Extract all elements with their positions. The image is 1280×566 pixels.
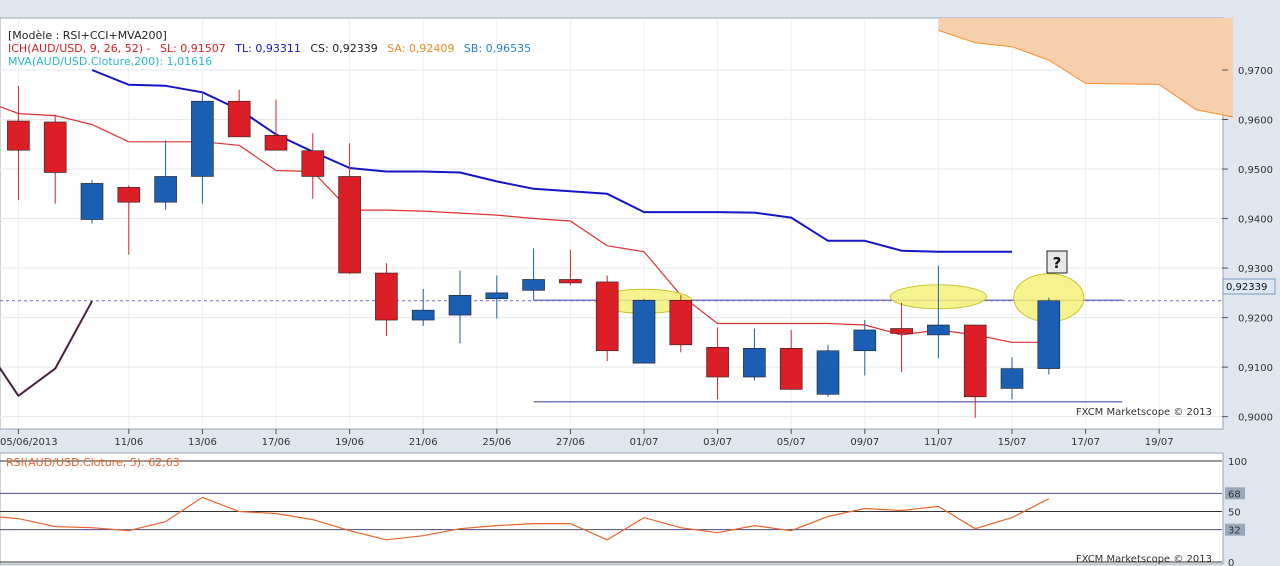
date-tick-label: 19/07: [1145, 437, 1174, 448]
ich-tl: TL: 0,93311: [234, 42, 301, 55]
rsi-tick-label: 32: [1228, 526, 1241, 537]
ich-sl: SL: 0,91507: [160, 42, 226, 55]
candle-body: [927, 324, 950, 336]
ich-sb: SB: 0,96535: [464, 42, 531, 55]
ich-cs: CS: 0,92339: [310, 42, 377, 55]
date-tick-label: 03/07: [703, 437, 732, 448]
rsi-tick-label: 100: [1228, 457, 1247, 468]
mva-info: MVA(AUD/USD.Cloture,200): 1,01616: [8, 55, 212, 68]
candle-body: [816, 350, 840, 395]
candle-body: [80, 183, 104, 220]
ich-sa: SA: 0,92409: [387, 42, 454, 55]
rsi-tick-label: 50: [1228, 508, 1241, 519]
candle-body: [669, 299, 693, 346]
candle-body: [706, 346, 729, 378]
candle-body: [154, 176, 177, 203]
date-tick-label: 17/07: [1071, 437, 1100, 448]
candle-body: [227, 100, 251, 138]
rsi-tick-label: 68: [1228, 489, 1241, 500]
current-price-label: 0,92339: [1226, 282, 1267, 293]
rsi-plot: 100 68 50 32 0: [0, 457, 1247, 566]
candle-body: [375, 272, 398, 321]
candle-body: [191, 100, 214, 177]
date-axis: 05/06/2013 11/06 13/06 17/06 19/06 21/06 25/06…: [0, 429, 1174, 448]
candle-body: [485, 292, 509, 300]
date-tick-label: 17/06: [262, 437, 291, 448]
candle-body: [448, 295, 472, 316]
candle-body: [743, 347, 766, 378]
rsi-tick-label: 0: [1228, 558, 1234, 566]
price-tick-label: 0,9100: [1238, 363, 1273, 374]
mva200-line: [0, 300, 93, 397]
rsi-panel[interactable]: [0, 452, 1224, 565]
price-tick-label: 0,9500: [1238, 165, 1273, 176]
date-tick-label: 11/07: [924, 437, 953, 448]
candle-body: [1000, 368, 1024, 389]
ichimoku-cloud: [938, 18, 1233, 118]
candle-body: [411, 309, 435, 321]
rsi-line: [0, 496, 1050, 541]
price-panel[interactable]: [0, 17, 1224, 430]
price-tick-label: 0,9200: [1238, 314, 1273, 325]
date-tick-label: 27/06: [556, 437, 585, 448]
candle-body: [117, 187, 141, 203]
candles[interactable]: [7, 85, 1061, 418]
kijun-sen-line: [0, 106, 1049, 343]
rsi-level-tag: [1225, 487, 1245, 500]
date-tick-label: 09/07: [850, 437, 879, 448]
price-axis: 0,9000 0,9100 0,9200 0,9300 0,9400 0,9500 0,96…: [1222, 66, 1273, 424]
rsi-panel-credit: FXCM Marketscope © 2013: [1076, 554, 1212, 565]
question-marker[interactable]: [1046, 250, 1068, 274]
price-tick-label: 0,9700: [1238, 66, 1273, 77]
price-tick-label: 0,9300: [1238, 264, 1273, 275]
date-tick-label: 21/06: [409, 437, 438, 448]
date-tick-label: 15/07: [998, 437, 1027, 448]
ich-label: ICH(AUD/USD, 9, 26, 52) -: [8, 42, 151, 55]
candle-body: [963, 324, 987, 398]
price-tick-label: 0,9000: [1238, 413, 1273, 424]
price-panel-credit: FXCM Marketscope © 2013: [1076, 407, 1212, 418]
candle-body: [301, 150, 325, 177]
rsi-header: RSI(AUD/USD.Cloture, 5): 62,63: [6, 456, 180, 469]
date-tick-label: 01/07: [630, 437, 659, 448]
candle-body: [595, 281, 619, 352]
candle-body: [779, 347, 803, 390]
kumo-area: [938, 18, 1233, 117]
price-grid: [0, 19, 1222, 428]
senkou-a-line: [938, 29, 1233, 118]
candle-body: [632, 299, 656, 364]
candle-body: [522, 279, 545, 291]
current-price-tag: [1222, 278, 1276, 295]
candle-body: [1037, 300, 1061, 369]
price-tick-label: 0,9400: [1238, 215, 1273, 226]
candle-body: [43, 121, 67, 173]
candle-body: [264, 135, 288, 151]
candle-body: [853, 329, 877, 352]
candle-body: [559, 279, 582, 284]
candle-body: [338, 176, 361, 274]
candle-body: [7, 120, 30, 151]
model-label: [Modèle : RSI+CCI+MVA200]: [8, 29, 167, 42]
rsi-level-tag: [1225, 523, 1245, 536]
date-tick-label: 25/06: [482, 437, 511, 448]
candle-body: [890, 328, 913, 334]
date-tick-label: 05/07: [777, 437, 806, 448]
date-tick-label: 05/06/2013: [0, 437, 58, 448]
date-tick-label: 11/06: [114, 437, 143, 448]
question-mark-label: ?: [1053, 254, 1062, 272]
date-tick-label: 13/06: [188, 437, 217, 448]
price-tick-label: 0,9600: [1238, 116, 1273, 127]
ichimoku-info: ICH(AUD/USD, 9, 26, 52) - SL: 0,91507 TL…: [8, 42, 531, 55]
date-tick-label: 19/06: [335, 437, 364, 448]
